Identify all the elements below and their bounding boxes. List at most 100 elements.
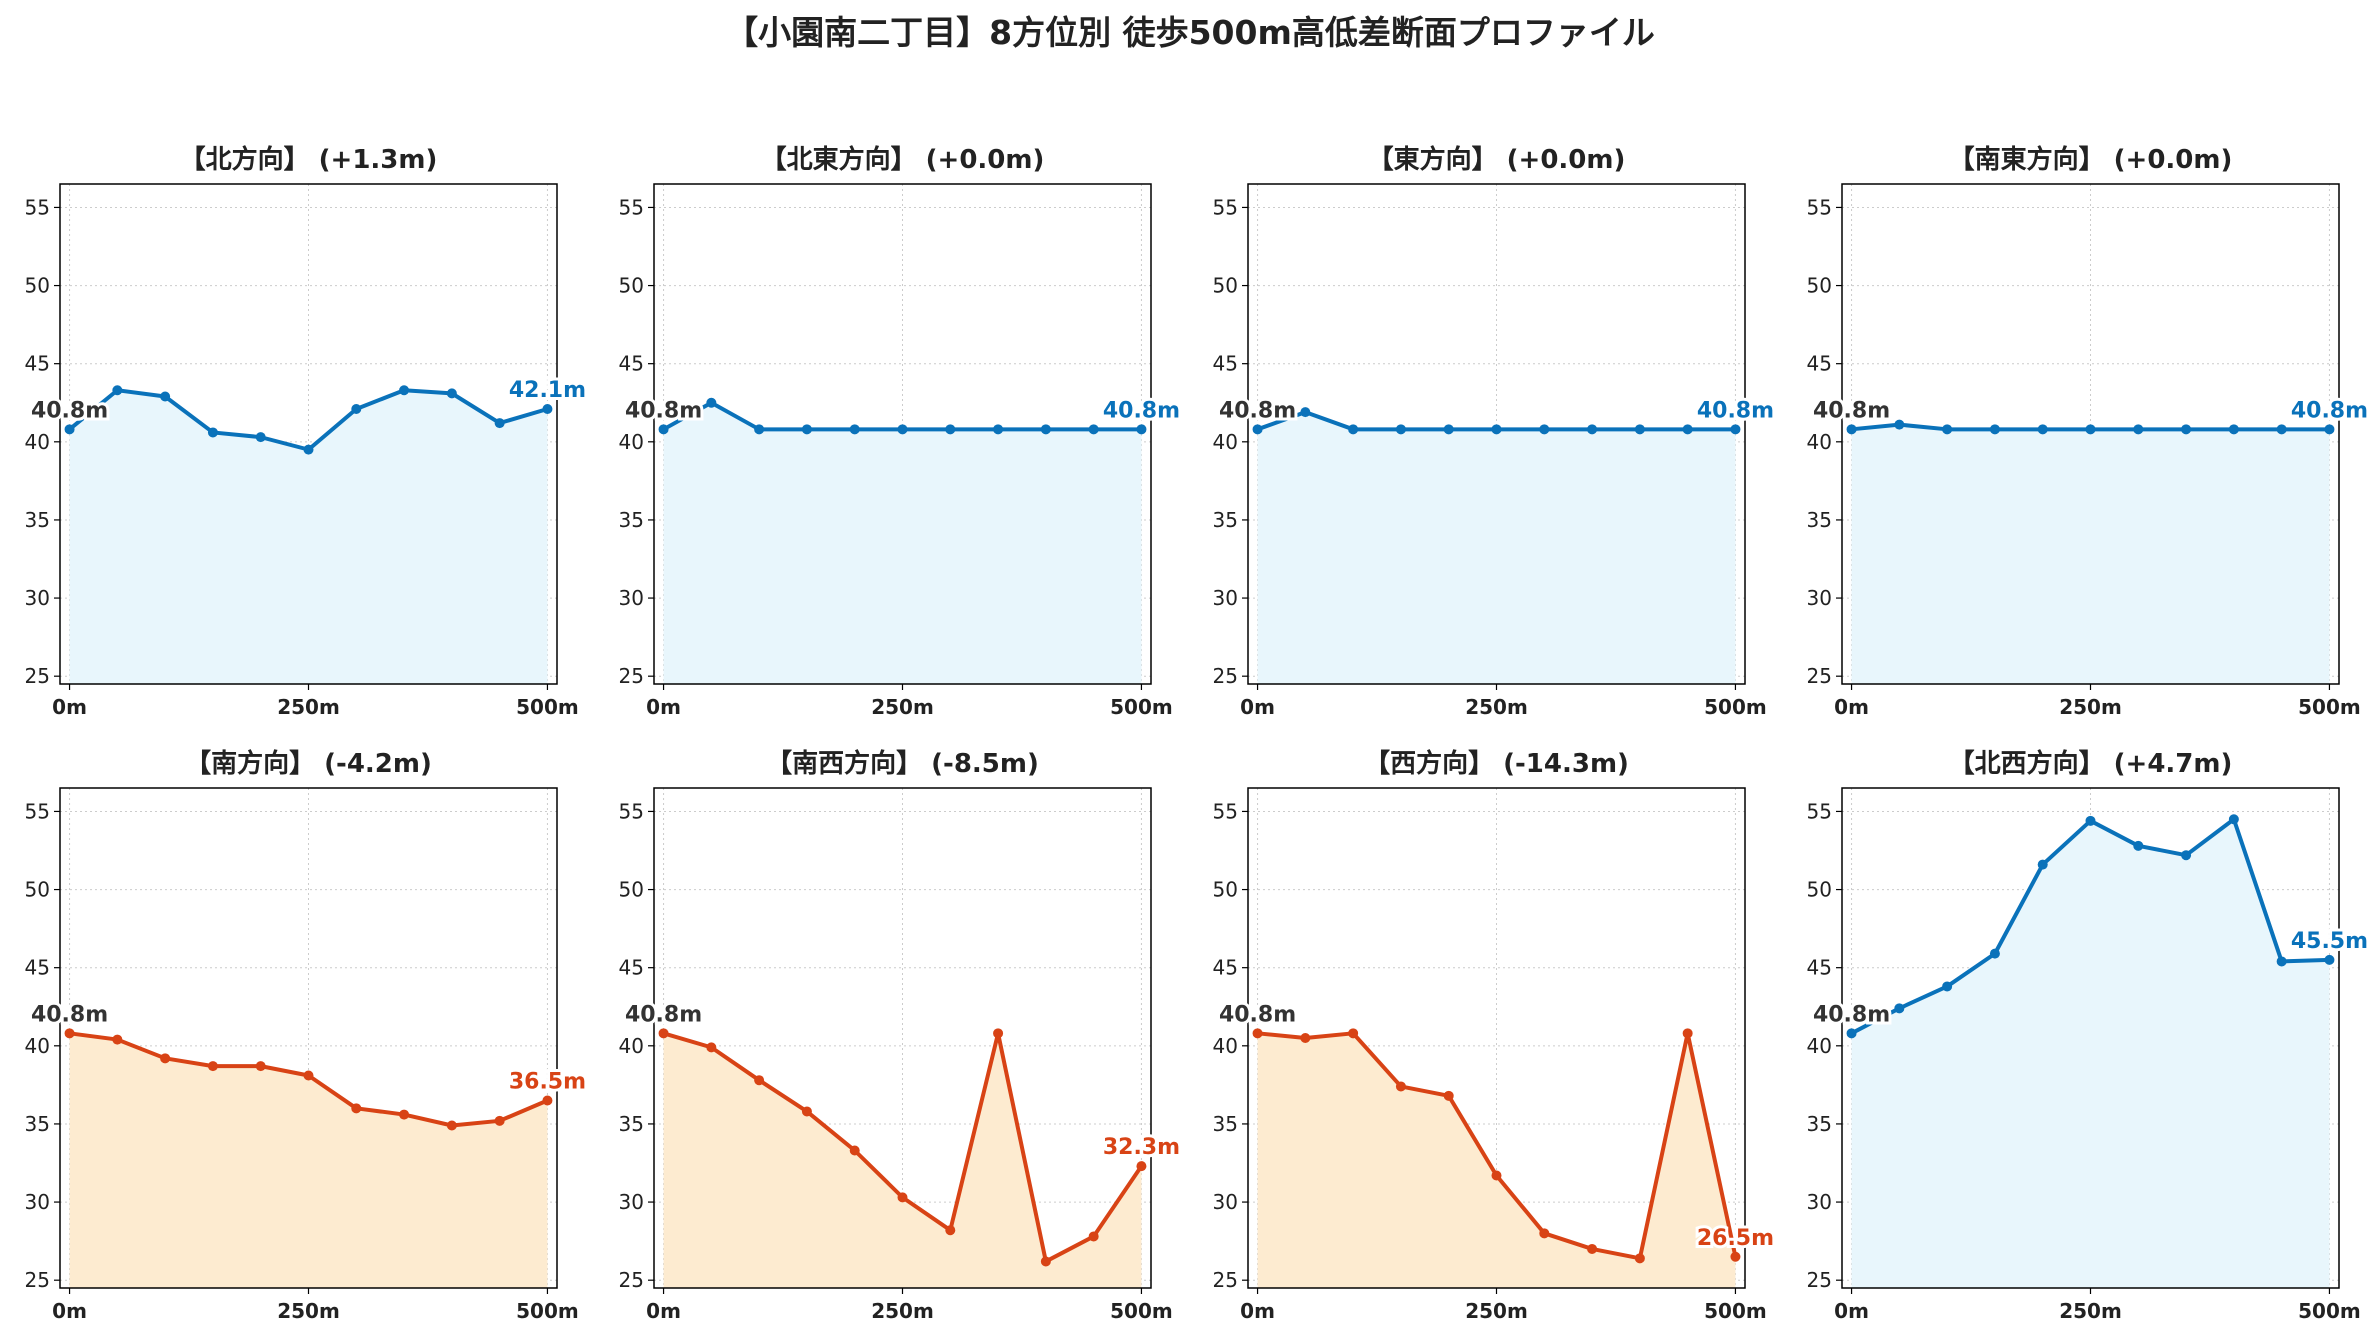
y-tick-label: 50 bbox=[25, 878, 50, 902]
y-tick-label: 35 bbox=[619, 1112, 644, 1136]
y-tick-label: 40 bbox=[1213, 430, 1238, 454]
y-tick-label: 45 bbox=[1213, 352, 1238, 376]
data-point bbox=[494, 1115, 505, 1126]
y-tick-label: 50 bbox=[619, 878, 644, 902]
data-point bbox=[542, 404, 553, 414]
y-tick-label: 25 bbox=[25, 664, 50, 688]
y-tick-label: 55 bbox=[619, 195, 644, 219]
data-point bbox=[112, 385, 123, 396]
start-elevation-label: 40.8m bbox=[625, 398, 702, 423]
x-tick-label: 500m bbox=[516, 695, 579, 719]
end-elevation-label: 40.8m bbox=[1697, 398, 1774, 423]
y-tick-label: 30 bbox=[25, 1190, 50, 1214]
data-point bbox=[658, 424, 669, 435]
y-tick-label: 45 bbox=[619, 352, 644, 376]
data-point bbox=[1942, 981, 1953, 992]
data-point bbox=[897, 424, 908, 435]
y-tick-label: 50 bbox=[1213, 878, 1238, 902]
x-tick-label: 0m bbox=[1834, 1299, 1869, 1323]
y-tick-label: 55 bbox=[1807, 799, 1832, 823]
data-point bbox=[945, 424, 956, 435]
y-tick-label: 35 bbox=[1213, 508, 1238, 532]
y-tick-label: 55 bbox=[1807, 195, 1832, 219]
data-point bbox=[160, 1053, 171, 1064]
panel-6: 【南西方向】 (-8.5m) 25 30 35 40 45 50 55 0m 250m 500m 40… bbox=[619, 748, 1184, 1323]
data-point bbox=[64, 424, 75, 435]
data-point bbox=[542, 1095, 553, 1106]
y-tick-label: 35 bbox=[1807, 508, 1832, 532]
x-tick-label: 500m bbox=[1110, 1299, 1173, 1323]
data-point bbox=[801, 1106, 812, 1117]
y-tick-label: 30 bbox=[619, 586, 644, 610]
data-point bbox=[897, 1192, 908, 1203]
x-tick-label: 0m bbox=[1240, 695, 1275, 719]
profile-area bbox=[1851, 819, 2330, 1288]
data-point bbox=[2228, 814, 2239, 825]
data-point bbox=[1989, 948, 2000, 959]
x-tick-label: 250m bbox=[871, 695, 934, 719]
data-point bbox=[207, 1061, 218, 1072]
profile-area bbox=[69, 1033, 548, 1288]
y-tick-label: 45 bbox=[619, 956, 644, 980]
y-tick-label: 55 bbox=[1213, 195, 1238, 219]
data-point bbox=[1136, 1161, 1147, 1172]
y-tick-label: 55 bbox=[25, 195, 50, 219]
data-point bbox=[1395, 1081, 1406, 1092]
data-point bbox=[754, 1075, 765, 1086]
data-point bbox=[351, 404, 362, 414]
data-point bbox=[446, 388, 457, 399]
y-tick-label: 35 bbox=[1807, 1112, 1832, 1136]
data-point bbox=[1846, 424, 1857, 435]
data-point bbox=[1088, 424, 1099, 435]
data-point bbox=[2181, 424, 2192, 435]
data-point bbox=[2037, 424, 2048, 435]
y-tick-label: 25 bbox=[1213, 664, 1238, 688]
data-point bbox=[945, 1225, 956, 1236]
y-tick-label: 45 bbox=[1213, 956, 1238, 980]
data-point bbox=[1682, 1028, 1693, 1039]
panel-8: 【北西方向】 (+4.7m) 25 30 35 40 45 50 55 0m 250m 500m 40… bbox=[1807, 748, 2372, 1323]
end-elevation-label: 42.1m bbox=[509, 378, 586, 403]
data-point bbox=[1443, 424, 1454, 435]
data-point bbox=[2276, 956, 2287, 967]
data-point bbox=[1136, 424, 1147, 435]
y-tick-label: 30 bbox=[25, 586, 50, 610]
data-point bbox=[1348, 1028, 1359, 1039]
panel-3: 【東方向】 (+0.0m) 25 30 35 40 45 50 55 0m 250m 500m 40.… bbox=[1213, 144, 1778, 719]
y-tick-label: 40 bbox=[619, 1034, 644, 1058]
x-tick-label: 500m bbox=[2298, 695, 2361, 719]
x-tick-label: 250m bbox=[277, 1299, 340, 1323]
data-point bbox=[993, 424, 1004, 435]
y-tick-label: 55 bbox=[1213, 799, 1238, 823]
data-point bbox=[2276, 424, 2287, 435]
data-point bbox=[446, 1120, 457, 1131]
panel-title: 【東方向】 (+0.0m) bbox=[1368, 144, 1626, 175]
x-tick-label: 500m bbox=[1110, 695, 1173, 719]
x-tick-label: 250m bbox=[2059, 1299, 2122, 1323]
data-point bbox=[2037, 859, 2048, 870]
profile-area bbox=[69, 390, 548, 684]
panel-2: 【北東方向】 (+0.0m) 25 30 35 40 45 50 55 0m 250m 500m 40… bbox=[619, 144, 1184, 719]
panel-title: 【北東方向】 (+0.0m) bbox=[761, 144, 1045, 175]
y-tick-label: 45 bbox=[25, 956, 50, 980]
data-point bbox=[1894, 419, 1905, 430]
data-point bbox=[160, 391, 171, 402]
data-point bbox=[1989, 424, 2000, 435]
x-tick-label: 250m bbox=[1465, 1299, 1528, 1323]
data-point bbox=[255, 432, 266, 443]
panel-title: 【北方向】 (+1.3m) bbox=[180, 144, 438, 175]
y-tick-label: 40 bbox=[25, 1034, 50, 1058]
end-elevation-label: 36.5m bbox=[509, 1070, 586, 1095]
y-tick-label: 50 bbox=[619, 274, 644, 298]
data-point bbox=[1539, 1228, 1550, 1239]
x-tick-label: 500m bbox=[1704, 1299, 1767, 1323]
y-tick-label: 45 bbox=[25, 352, 50, 376]
data-point bbox=[1491, 1170, 1502, 1181]
start-elevation-label: 40.8m bbox=[1219, 1002, 1296, 1027]
data-point bbox=[351, 1103, 362, 1114]
panel-1: 【北方向】 (+1.3m) 25 30 35 40 45 50 55 0m 250m 500m 40.… bbox=[25, 144, 590, 719]
y-tick-label: 55 bbox=[619, 799, 644, 823]
y-tick-label: 35 bbox=[1213, 1112, 1238, 1136]
data-point bbox=[1040, 1256, 1051, 1267]
